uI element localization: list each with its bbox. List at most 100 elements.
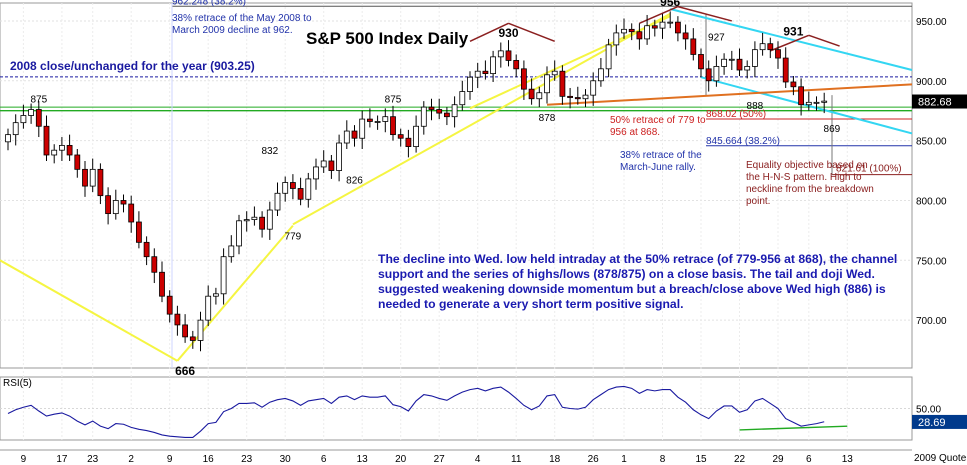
- uptrend-line-1: [176, 224, 294, 362]
- x-tick-label: 6: [806, 454, 812, 465]
- candle-up: [582, 94, 589, 100]
- candle-down: [443, 112, 450, 118]
- close-2008-label: 2008 close/unchanged for the year (903.2…: [10, 59, 255, 73]
- candle-up: [274, 192, 281, 211]
- candle-down: [351, 130, 358, 139]
- candle-down: [513, 60, 520, 70]
- candle-down: [289, 182, 296, 189]
- candle-up: [474, 70, 481, 78]
- x-tick-label: 13: [357, 454, 369, 465]
- pivot-label: 956: [660, 0, 680, 9]
- price-tag-bg: [912, 94, 967, 109]
- candle-up: [313, 166, 319, 180]
- neckline: [546, 83, 913, 106]
- candle-up: [28, 109, 35, 116]
- candle-down: [189, 336, 196, 341]
- candle-up: [359, 118, 366, 139]
- candle-down: [159, 271, 165, 297]
- channel-top: [669, 8, 913, 71]
- y-tick-label: 850.00: [916, 137, 947, 148]
- chart-title: S&P 500 Index Daily: [306, 29, 469, 48]
- rsi-tag-bg: [912, 414, 967, 429]
- candle-up: [266, 209, 273, 230]
- channel-bottom: [700, 76, 913, 135]
- pivot-label: 826: [346, 175, 363, 186]
- candle-down: [636, 31, 643, 40]
- level-382-top-label: 962.248 (38.2%): [172, 0, 246, 7]
- candle-up: [89, 168, 96, 187]
- x-tick-label: 16: [203, 454, 215, 465]
- downtrend-line: [0, 259, 178, 362]
- candle-up: [336, 142, 343, 171]
- candle-down: [166, 295, 173, 315]
- commentary: The decline into Wed. low held intraday …: [378, 252, 898, 311]
- pivot-label: 779: [285, 232, 302, 243]
- pivot-label: 927: [708, 32, 725, 43]
- candle-up: [590, 80, 597, 96]
- candle-down: [690, 38, 697, 55]
- candle-down: [482, 70, 489, 75]
- candle-up: [659, 21, 666, 29]
- candle-down: [82, 168, 88, 187]
- candle-down: [428, 106, 435, 110]
- candle-down: [559, 70, 566, 97]
- candle-up: [220, 256, 227, 295]
- pivot-label: 875: [30, 95, 47, 106]
- candle-down: [151, 256, 158, 273]
- candle-down: [328, 160, 335, 171]
- pivot-label: 869: [824, 124, 841, 135]
- x-tick-label: 9: [21, 454, 27, 465]
- pivot-label: 875: [385, 95, 402, 106]
- candle-up: [305, 178, 312, 200]
- y-tick-label: 900.00: [916, 77, 947, 88]
- candle-down: [521, 68, 527, 90]
- head-a: [639, 5, 679, 25]
- candle-up: [490, 56, 497, 75]
- candle-up: [728, 58, 735, 61]
- candle-down: [790, 81, 797, 88]
- candle-down: [97, 168, 104, 197]
- candle-up: [721, 58, 727, 67]
- candle-down: [297, 188, 304, 200]
- candle-down: [182, 324, 189, 338]
- candle-down: [782, 57, 789, 83]
- candle-up: [467, 76, 473, 92]
- candle-up: [236, 220, 242, 247]
- footer-label: 2009 Quote LLC: [914, 453, 967, 464]
- candle-down: [397, 134, 404, 139]
- candle-up: [605, 44, 612, 70]
- x-tick-label: 11: [511, 454, 522, 465]
- x-tick-label: 29: [772, 454, 784, 465]
- rsi-tag: 28.69: [918, 417, 946, 429]
- candle-up: [551, 70, 558, 76]
- candle-down: [767, 43, 774, 51]
- x-tick-label: 4: [475, 454, 481, 465]
- retrace-50-note: 50% retrace of 779 to 956 at 868.: [610, 115, 706, 138]
- candle-up: [544, 74, 550, 94]
- y-tick-label: 700.00: [916, 316, 947, 327]
- candle-up: [805, 101, 812, 106]
- shoulder-left-a: [469, 22, 509, 42]
- x-tick-label: 22: [734, 454, 746, 465]
- rsi-line: [7, 385, 825, 439]
- price-tag: 882.68: [918, 97, 952, 109]
- candle-up: [667, 21, 674, 24]
- pivot-label: 666: [175, 364, 195, 378]
- equality-note: Equality objective based on the H-N-S pa…: [746, 160, 874, 207]
- level-50-label: 868.02 (50%): [706, 109, 766, 120]
- y-tick-label: 750.00: [916, 256, 947, 267]
- x-tick-label: 23: [241, 454, 253, 465]
- pivot-label: 931: [783, 25, 803, 39]
- candle-down: [528, 88, 535, 100]
- candle-down: [775, 49, 781, 59]
- candle-down: [705, 68, 712, 82]
- candle-up: [382, 116, 389, 122]
- x-tick-label: 20: [395, 454, 407, 465]
- candle-up: [451, 104, 458, 118]
- candle-down: [675, 21, 681, 34]
- candle-up: [621, 28, 627, 34]
- candle-up: [813, 101, 820, 104]
- candle-up: [51, 149, 58, 156]
- head-b: [677, 5, 732, 22]
